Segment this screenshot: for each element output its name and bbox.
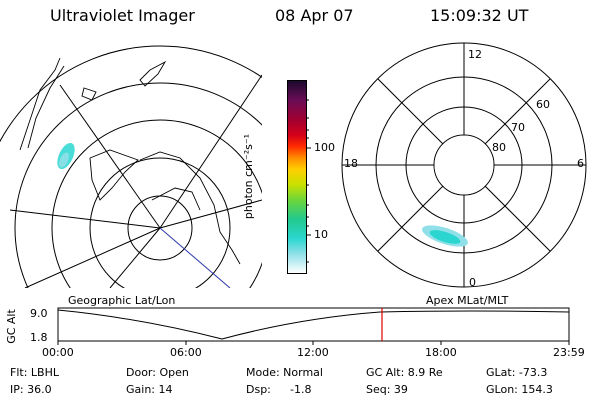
colorbar	[287, 80, 307, 274]
time-tick-4: 23:59	[553, 346, 585, 359]
time-tick-1: 06:00	[170, 346, 202, 359]
mlt-label-18: 18	[344, 157, 358, 170]
mlat-label-80: 80	[492, 141, 506, 154]
time-tick-0: 00:00	[42, 346, 74, 359]
mlt-label-0: 0	[469, 276, 476, 289]
info-dsp: Dsp:	[246, 383, 271, 396]
time-tick-2: 12:00	[297, 346, 329, 359]
info-ip: IP: 36.0	[10, 383, 52, 396]
mlat-label-70: 70	[511, 121, 525, 134]
time-tick-3: 18:00	[425, 346, 457, 359]
instrument-title: Ultraviolet Imager	[50, 6, 195, 25]
info-gc-alt: GC Alt: 8.9 Re	[366, 366, 443, 379]
geo-map-label: Geographic Lat/Lon	[68, 294, 176, 307]
colorbar-tick-100: 100	[314, 141, 335, 154]
colorbar-tick-10: 10	[314, 228, 328, 241]
alt-ylabel: GC Alt	[4, 309, 18, 344]
date-label: 08 Apr 07	[275, 6, 354, 25]
mlat-label-60: 60	[536, 98, 550, 111]
mlt-label-12: 12	[468, 48, 482, 61]
info-gain: Gain: 14	[126, 383, 173, 396]
info-dsp-value: -1.8	[290, 383, 312, 396]
time-label: 15:09:32 UT	[430, 6, 529, 25]
polar-map-label: Apex MLat/MLT	[426, 294, 509, 307]
info-door: Door: Open	[126, 366, 189, 379]
info-glon: GLon: 154.3	[486, 383, 553, 396]
polar-aurora-patch	[422, 225, 468, 247]
info-filter: Flt: LBHL	[10, 366, 59, 379]
alt-ytick-1.8: 1.8	[30, 331, 48, 344]
mlt-label-6: 6	[577, 157, 584, 170]
info-glat: GLat: -73.3	[486, 366, 548, 379]
info-mode: Mode: Normal	[246, 366, 323, 379]
geo-aurora-patch	[57, 142, 75, 170]
info-seq: Seq: 39	[366, 383, 408, 396]
alt-ytick-9: 9.0	[30, 307, 48, 320]
